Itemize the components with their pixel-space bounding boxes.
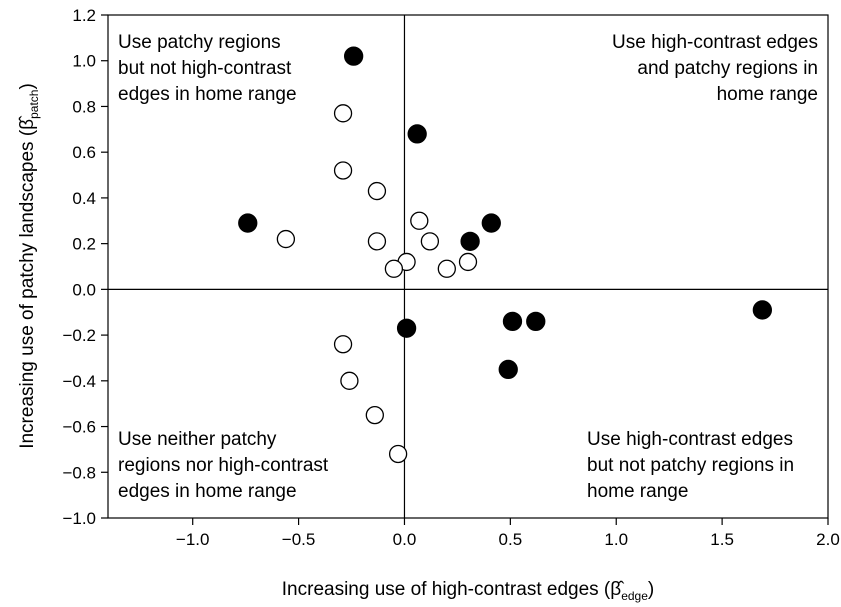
open-data-point <box>458 252 478 272</box>
x-tick-label: −0.5 <box>282 530 316 549</box>
x-axis: −1.0 −0.5 0.0 0.5 1.0 1.5 2.0 <box>176 518 840 549</box>
open-data-point <box>410 211 429 230</box>
filled-data-point <box>460 231 480 252</box>
y-axis-title-suffix: ) <box>17 83 38 89</box>
y-tick-label: 0.8 <box>72 97 96 116</box>
filled-data-point <box>502 311 523 332</box>
open-data-point <box>333 335 353 354</box>
quadrant-label-line: Use high-contrast edges <box>587 429 793 450</box>
y-tick-label: −1.0 <box>62 509 96 528</box>
y-axis-title-prefix: Increasing use of patchy landscapes ( <box>17 129 38 449</box>
open-data-point <box>388 444 408 464</box>
quadrant-label-bottom-left: Use neither patchy regions nor high-contr… <box>118 429 329 502</box>
quadrant-label-top-right: Use high-contrast edges and patchy region… <box>612 32 818 105</box>
x-tick-label: 0.5 <box>499 530 523 549</box>
data-points <box>238 46 773 464</box>
open-data-point <box>384 259 404 278</box>
open-data-point <box>437 259 456 278</box>
x-tick-label: 0.0 <box>393 530 417 549</box>
y-axis-title-subscript: patch <box>27 90 41 119</box>
y-tick-label: 0.0 <box>72 280 96 299</box>
quadrant-label-line: Use patchy regions <box>118 32 281 53</box>
filled-data-point <box>407 124 427 144</box>
quadrant-label-line: but not patchy regions in <box>587 455 794 476</box>
quadrant-label-line: but not high-contrast <box>118 58 292 79</box>
open-data-point <box>333 104 353 123</box>
x-tick-label: 1.5 <box>710 530 734 549</box>
y-tick-label: −0.8 <box>62 463 96 482</box>
y-tick-label: 0.4 <box>72 189 96 208</box>
filled-data-point <box>481 213 501 233</box>
x-axis-title: Increasing use of high-contrast edges (β… <box>282 579 654 603</box>
filled-data-point <box>396 318 417 338</box>
filled-data-point <box>498 359 518 380</box>
x-tick-label: 2.0 <box>816 530 840 549</box>
open-data-point <box>333 161 353 180</box>
filled-data-point <box>343 46 364 66</box>
x-axis-title-subscript: edge <box>621 589 648 603</box>
y-axis: −1.0 −0.8 −0.6 −0.4 −0.2 0.0 0.2 0.4 0.6 0.8 1.0 1.… <box>62 6 108 528</box>
filled-data-point <box>238 213 258 233</box>
quadrant-label-line: Use high-contrast edges <box>612 32 818 53</box>
open-data-point <box>367 232 387 251</box>
y-tick-label: −0.4 <box>62 372 96 391</box>
x-axis-title-prefix: Increasing use of high-contrast edges ( <box>282 579 611 600</box>
x-tick-label: 1.0 <box>604 530 628 549</box>
open-data-point <box>340 371 359 390</box>
x-axis-title-suffix: ) <box>648 579 654 600</box>
quadrant-label-line: and patchy regions in <box>637 58 818 79</box>
quadrant-label-top-left: Use patchy regions but not high-contrast e… <box>118 32 297 105</box>
filled-data-point <box>752 300 773 320</box>
quadrant-label-line: Use neither patchy <box>118 429 277 450</box>
y-tick-label: 1.0 <box>72 52 96 71</box>
quadrant-label-line: edges in home range <box>118 84 297 105</box>
x-tick-label: −1.0 <box>176 530 210 549</box>
y-tick-label: 0.2 <box>72 235 96 254</box>
quadrant-label-line: edges in home range <box>118 481 297 502</box>
plot-frame <box>107 14 829 519</box>
open-data-point <box>420 232 440 251</box>
quadrant-annotations: Use patchy regions but not high-contrast e… <box>118 32 818 502</box>
quadrant-label-line: home range <box>587 481 688 502</box>
open-data-point <box>276 229 296 249</box>
open-data-point <box>367 181 387 201</box>
quadrant-label-line: home range <box>717 84 818 105</box>
quadrant-label-line: regions nor high-contrast <box>118 455 329 476</box>
filled-data-point <box>526 311 546 332</box>
y-tick-label: −0.2 <box>62 326 96 345</box>
y-axis-title: Increasing use of patchy landscapes (β̂p… <box>17 83 41 449</box>
y-tick-label: −0.6 <box>62 418 96 437</box>
y-tick-label: 1.2 <box>72 6 96 25</box>
quadrant-label-bottom-right: Use high-contrast edges but not patchy re… <box>587 429 794 502</box>
open-data-point <box>365 405 384 425</box>
y-tick-label: 0.6 <box>72 143 96 162</box>
